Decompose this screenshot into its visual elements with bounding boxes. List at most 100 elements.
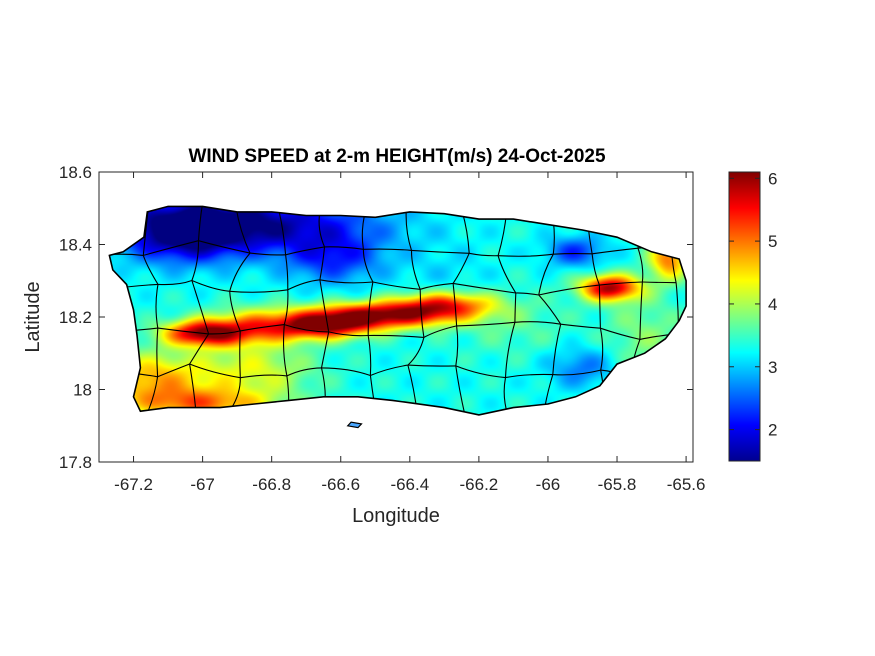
municipality-border: [370, 364, 408, 377]
municipality-border: [552, 324, 562, 375]
municipality-border: [143, 376, 159, 415]
x-tick-label: -66: [536, 475, 561, 494]
municipality-border: [455, 325, 459, 366]
x-tick-label: -66.6: [321, 475, 360, 494]
municipality-border: [155, 284, 159, 329]
municipality-border: [143, 240, 199, 256]
municipality-border: [191, 279, 230, 292]
municipality-border: [598, 285, 601, 329]
x-tick-label: -66.4: [390, 475, 429, 494]
y-tick-label: 17.8: [59, 453, 92, 472]
municipality-border: [229, 252, 251, 292]
municipality-border: [284, 324, 329, 333]
municipality-border: [249, 252, 286, 256]
municipality-border: [497, 255, 517, 294]
municipality-border: [239, 330, 241, 378]
x-tick-label: -67.2: [114, 475, 153, 494]
municipality-border: [229, 289, 288, 293]
municipality-border: [156, 328, 159, 377]
municipality-border: [320, 331, 330, 369]
municipality-border: [455, 365, 506, 379]
municipality-border: [639, 281, 643, 340]
municipality-border: [452, 283, 458, 326]
municipality-border: [410, 250, 421, 290]
municipality-border: [505, 373, 553, 379]
municipality-border: [282, 324, 288, 377]
municipality-border: [240, 374, 287, 379]
municipality-border: [285, 246, 325, 256]
municipality-border: [368, 334, 424, 338]
municipality-border: [157, 327, 209, 335]
chart-title: WIND SPEED at 2-m HEIGHT(m/s) 24-Oct-202…: [188, 146, 605, 167]
x-axis-label: Longitude: [352, 505, 440, 527]
municipality-border: [600, 327, 641, 340]
municipality-border: [319, 279, 330, 332]
x-axis-ticks: -67.2 -67 -66.8 -66.6 -66.4 -66.2 -66 -65.8 -65.…: [114, 172, 705, 494]
municipality-border: [552, 369, 601, 376]
municipality-border: [274, 206, 287, 255]
municipality-border: [553, 252, 593, 255]
municipality-border: [142, 206, 151, 256]
municipality-border: [592, 247, 639, 255]
municipality-border: [285, 254, 289, 290]
colorbar-tick-label: 2: [768, 421, 777, 440]
municipality-border: [321, 367, 371, 377]
municipality-border: [504, 322, 516, 378]
colorbar-tick-label: 5: [768, 232, 777, 251]
colorbar: [728, 171, 761, 462]
municipality-border: [229, 291, 241, 332]
municipality-border: [363, 248, 412, 251]
municipality-border: [286, 367, 322, 377]
municipality-border: [142, 255, 159, 285]
municipality-border: [372, 281, 421, 290]
municipality-border: [157, 363, 190, 378]
municipality-border: [362, 249, 374, 283]
municipality-border: [498, 253, 554, 257]
municipality-border: [599, 281, 643, 286]
municipality-border: [407, 364, 456, 367]
municipality-border: [157, 279, 193, 286]
municipality-border: [541, 374, 554, 415]
municipality-border: [538, 294, 562, 325]
x-tick-label: -66.8: [252, 475, 291, 494]
y-axis-label: Latitude: [22, 281, 44, 352]
satellite-islet: [346, 421, 363, 429]
municipality-border: [515, 292, 539, 296]
municipality-border: [497, 206, 508, 256]
colorbar-tick-label: 3: [768, 358, 777, 377]
colorbar-ticks: 2 3 4 5 6: [729, 169, 777, 440]
municipality-border: [423, 325, 457, 338]
municipality-border: [514, 292, 517, 323]
municipality-border: [231, 377, 241, 409]
municipality-border: [198, 240, 251, 254]
municipality-border: [538, 253, 554, 296]
y-axis-ticks: 17.8 18 18.2 18.4 18.6: [59, 163, 693, 472]
colorbar-tick-label: 6: [768, 169, 777, 188]
municipality-border: [514, 321, 561, 325]
municipality-border: [191, 240, 200, 281]
municipality-border: [538, 284, 600, 296]
municipality-border: [208, 330, 241, 335]
municipality-border: [189, 333, 210, 365]
y-tick-label: 18: [73, 381, 92, 400]
municipality-border: [109, 253, 144, 256]
municipality-border: [407, 337, 425, 366]
x-tick-label: -65.8: [598, 475, 637, 494]
y-tick-label: 18.6: [59, 163, 92, 182]
municipality-border: [560, 323, 601, 329]
municipality-border: [642, 281, 677, 284]
municipality-border: [420, 282, 454, 290]
municipality-border: [469, 252, 499, 257]
municipality-border: [452, 253, 470, 284]
municipality-border: [453, 282, 516, 294]
municipality-border: [191, 280, 210, 335]
municipality-border: [197, 206, 204, 241]
municipality-border: [367, 281, 374, 336]
x-tick-label: -65.6: [667, 475, 706, 494]
municipality-border: [319, 279, 373, 284]
y-tick-label: 18.2: [59, 308, 92, 327]
municipality-border: [411, 249, 470, 254]
municipality-border: [456, 321, 515, 327]
municipality-border: [637, 248, 644, 283]
